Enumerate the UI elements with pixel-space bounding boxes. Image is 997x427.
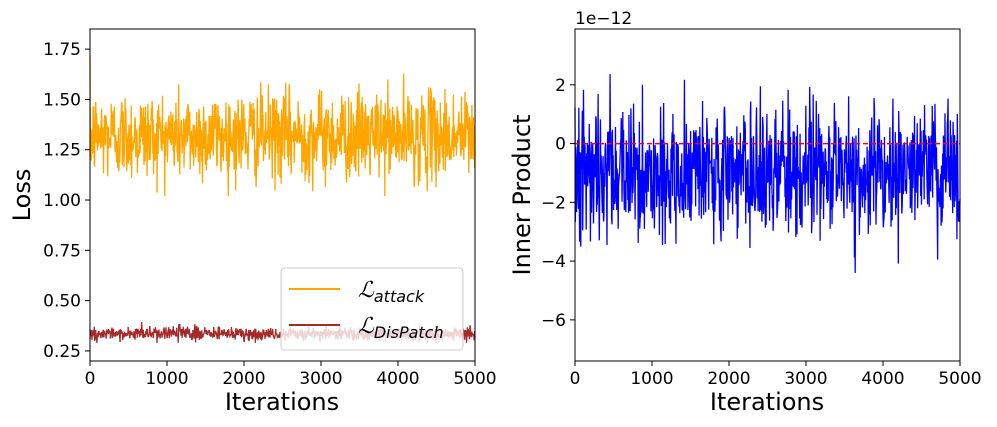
right-x-axis-label: Iterations bbox=[710, 388, 824, 416]
left-series-line-l-attack bbox=[89, 55, 476, 197]
left-x-tick-label: 1000 bbox=[145, 369, 188, 389]
left-x-tick-label: 5000 bbox=[453, 369, 496, 389]
left-y-tick-label: 1.75 bbox=[43, 40, 81, 60]
right-x-tick-label: 1000 bbox=[630, 369, 673, 389]
right-y-tick-label: 0 bbox=[555, 135, 566, 155]
legend-symbol-dispatch: ℒ bbox=[358, 314, 375, 339]
left-y-tick-label: 0.25 bbox=[43, 342, 81, 362]
left-y-tick-label: 1.50 bbox=[43, 90, 81, 110]
right-x-tick-label: 3000 bbox=[784, 369, 827, 389]
legend-subscript-dispatch: DisPatch bbox=[374, 323, 444, 342]
left-plot-frame bbox=[89, 28, 476, 362]
right-x-tick-label: 2000 bbox=[707, 369, 750, 389]
left-legend: ℒattack ℒDisPatch bbox=[280, 267, 464, 351]
left-x-tick-label: 4000 bbox=[376, 369, 419, 389]
left-x-tick-label: 2000 bbox=[222, 369, 265, 389]
right-series-line-inner-product bbox=[574, 74, 961, 273]
right-y-tick-label: −2 bbox=[541, 193, 566, 213]
right-plot-frame bbox=[574, 28, 961, 362]
right-x-tick-label: 0 bbox=[570, 369, 581, 389]
right-y-tick-label: 2 bbox=[555, 76, 566, 96]
right-y-tick-label: −4 bbox=[541, 252, 566, 272]
legend-subscript-attack: attack bbox=[374, 287, 425, 306]
right-x-tick-label: 4000 bbox=[861, 369, 904, 389]
right-chart-panel: 0 1000 2000 3000 4000 5000 −6 −4 −2 0 2 1e−12 Iter… bbox=[508, 9, 982, 416]
left-ticks: 0 1000 2000 3000 4000 5000 0.25 0.50 0.75 1.00 1.2… bbox=[43, 40, 496, 389]
left-y-tick-label: 1.00 bbox=[43, 191, 81, 211]
left-chart-panel: 0 1000 2000 3000 4000 5000 0.25 0.50 0.75 1.00 1.2… bbox=[8, 28, 497, 416]
left-y-tick-label: 0.50 bbox=[43, 292, 81, 312]
legend-label-dispatch: ℒDisPatch bbox=[358, 314, 444, 342]
left-x-tick-label: 0 bbox=[85, 369, 96, 389]
right-ticks: 0 1000 2000 3000 4000 5000 −6 −4 −2 0 2 bbox=[541, 76, 982, 389]
right-y-axis-label: Inner Product bbox=[508, 115, 536, 276]
left-y-tick-label: 0.75 bbox=[43, 241, 81, 261]
left-y-tick-label: 1.25 bbox=[43, 141, 81, 161]
left-x-axis-label: Iterations bbox=[225, 388, 339, 416]
right-series-layer bbox=[574, 74, 961, 273]
right-x-tick-label: 5000 bbox=[938, 369, 981, 389]
legend-symbol-attack: ℒ bbox=[358, 278, 375, 303]
legend-label-attack: ℒattack bbox=[358, 278, 425, 306]
right-y-tick-label: −6 bbox=[541, 311, 566, 331]
right-y-offset-text: 1e−12 bbox=[575, 9, 632, 29]
left-y-axis-label: Loss bbox=[8, 169, 36, 222]
left-x-tick-label: 3000 bbox=[299, 369, 342, 389]
